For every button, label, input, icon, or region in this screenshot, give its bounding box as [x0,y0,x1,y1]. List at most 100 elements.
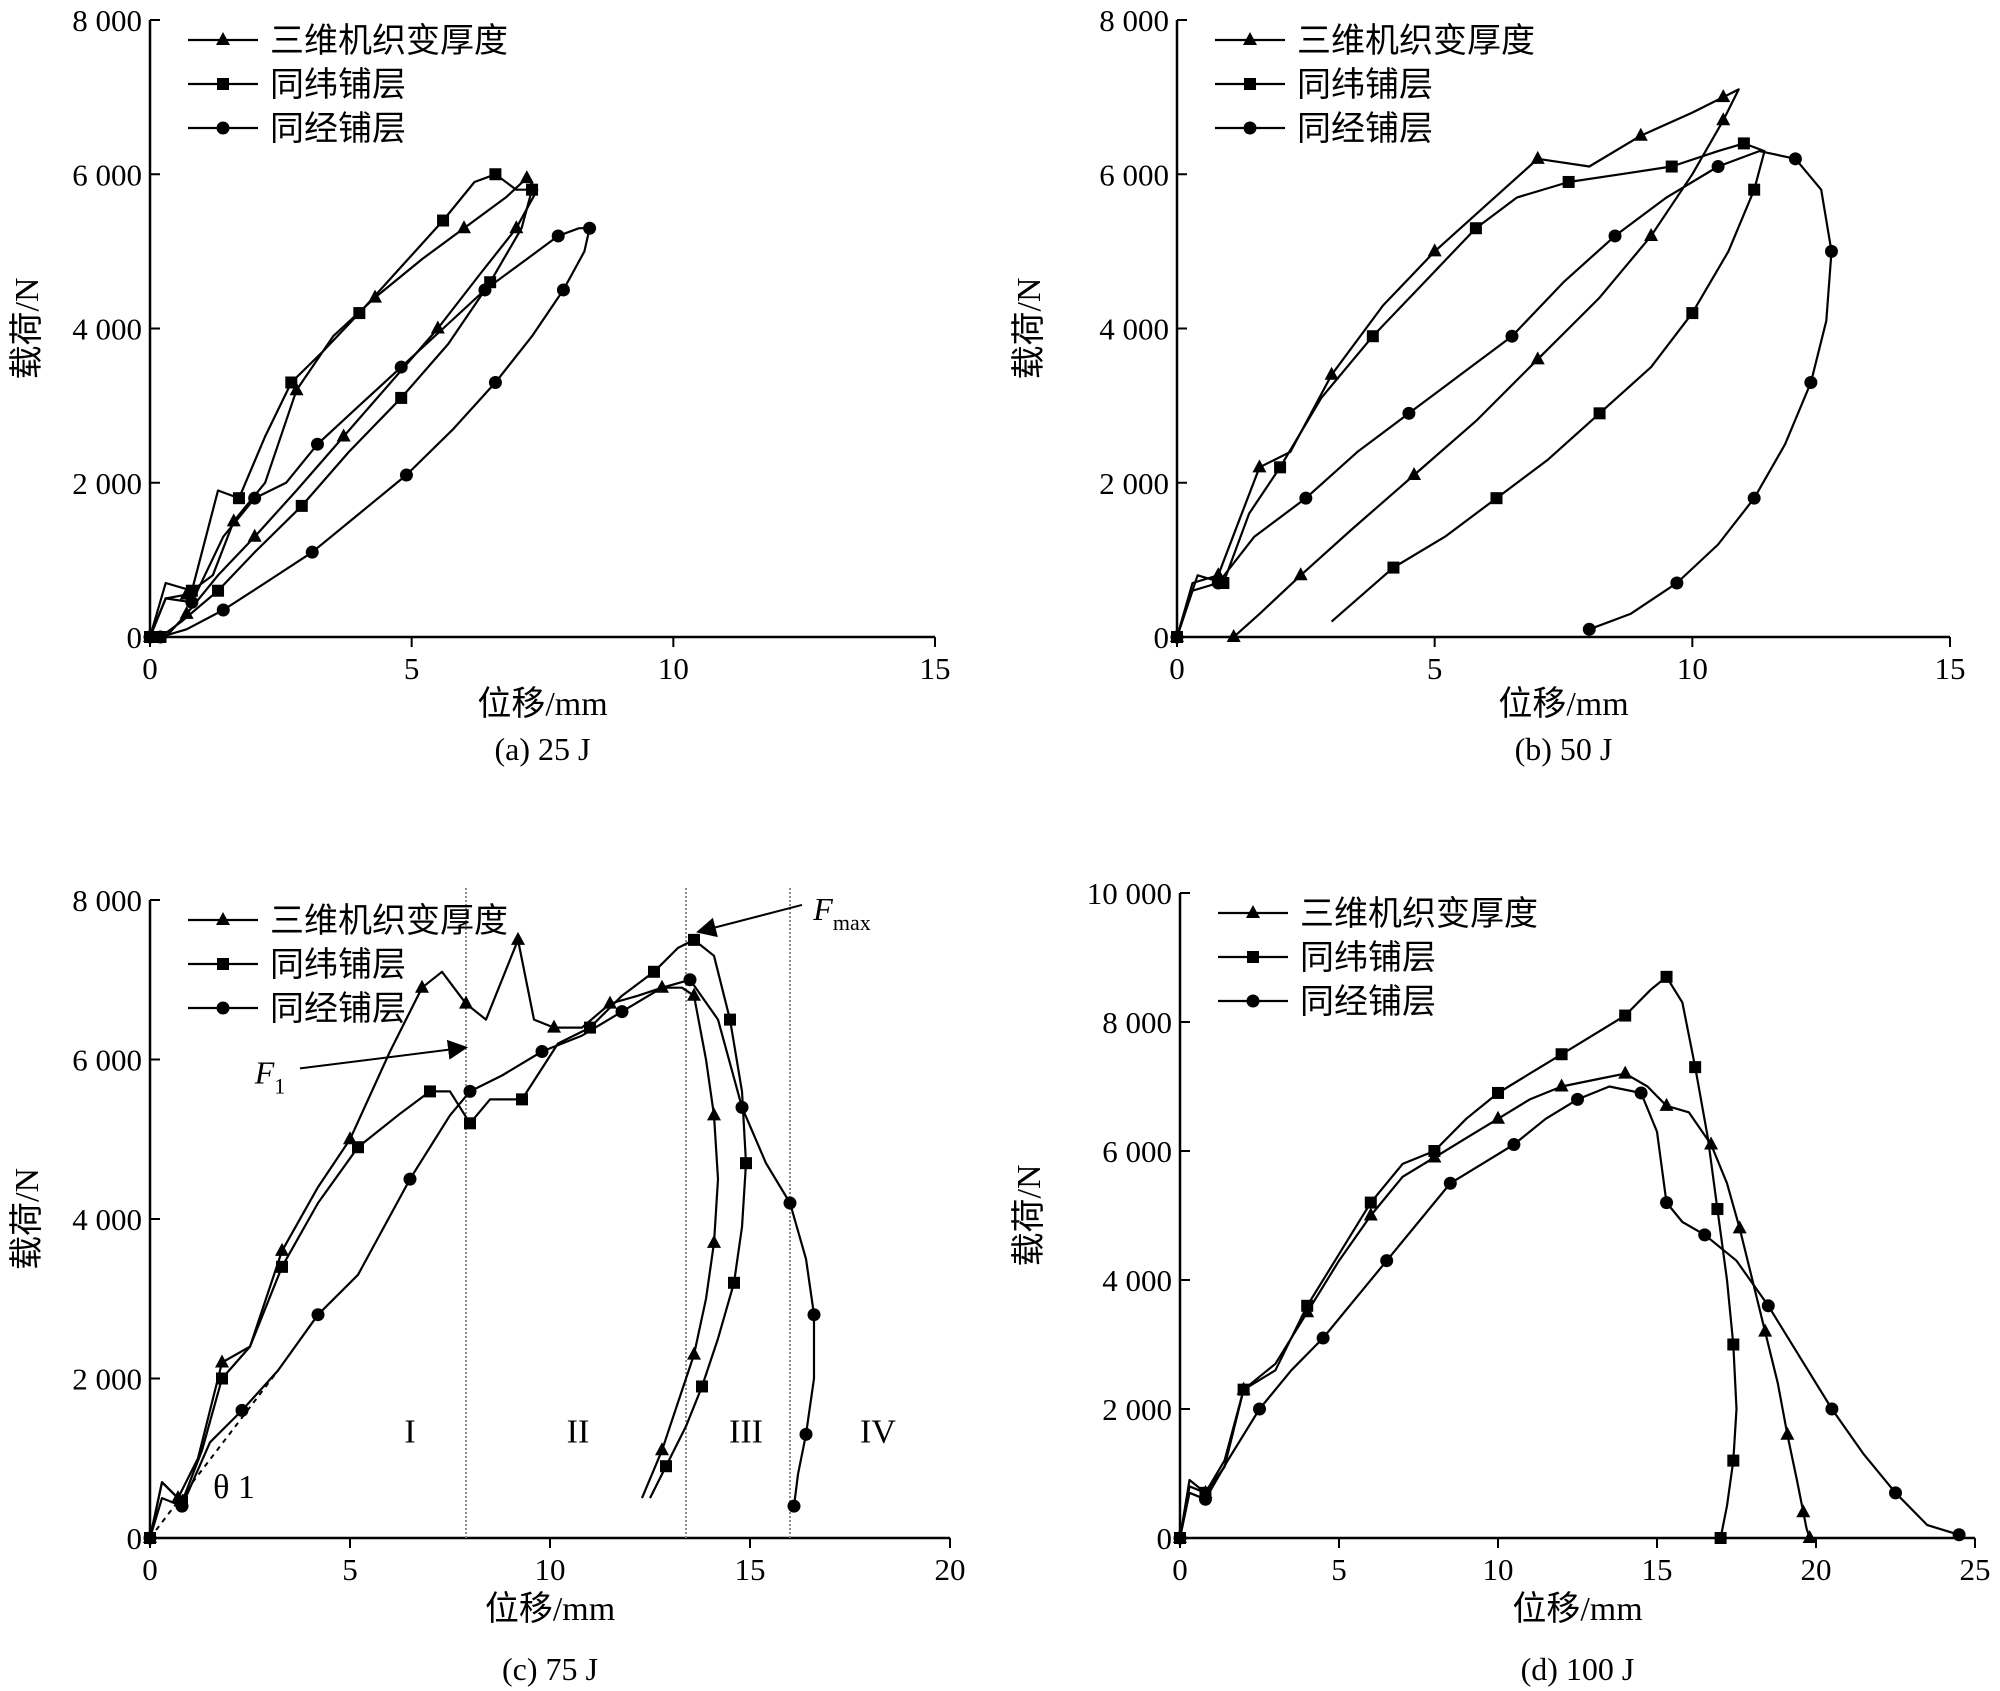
data-point-triangle [275,1242,289,1256]
legend-marker-triangle [1246,905,1260,918]
data-point-square [648,965,660,978]
data-point-circle [1889,1486,1902,1500]
data-point-circle [807,1308,821,1322]
legend-label: 三维机织变厚度 [1300,895,1538,933]
data-point-triangle [1363,1207,1378,1221]
panel-a: 0 5 10 15 0 2 000 4 000 6 000 8 000 位移/mm 载荷/N (a) … [8,3,951,767]
y-tick-label: 8 000 [72,883,142,918]
data-point-triangle [1252,459,1267,473]
data-point-square [1428,1145,1441,1157]
stage-label: II [567,1413,590,1450]
data-point-circle [463,1084,477,1098]
panel-b: 0 5 10 15 0 2 000 4 000 6 000 8 000 位移/mm 载荷/N (b) … [1010,3,1966,767]
legend-label: 同纬铺层 [1300,939,1436,977]
data-point-triangle [511,931,525,945]
y-tick-label: 4 000 [72,1202,142,1237]
x-tick-label: 0 [142,651,158,686]
data-point-triangle [459,995,473,1009]
data-point-circle [1443,1176,1457,1190]
data-point-square [584,1021,596,1034]
y-tick-label: 0 [127,1521,143,1556]
panel-caption: (a) 25 J [495,731,591,767]
data-point-square [728,1276,740,1289]
x-tick-label: 0 [1169,651,1185,686]
data-point-circle [1571,1092,1584,1106]
data-point-square [1727,1454,1740,1467]
data-point-triangle [547,1019,561,1033]
data-point-circle [683,973,697,987]
data-point-square [1665,160,1678,173]
legend-label: 三维机织变厚度 [270,22,508,60]
legend-marker-square [1247,951,1259,963]
y-tick-label: 0 [127,620,143,655]
data-point-circle [556,283,570,297]
data-point-circle [1670,576,1684,590]
data-point-circle [399,468,413,482]
data-point-triangle [1618,1065,1633,1079]
data-point-square [1301,1299,1314,1312]
y-axis-title: 载荷/N [8,1168,46,1270]
y-tick-label: 2 000 [1099,466,1169,501]
data-point-triangle [1530,351,1545,365]
series-line [1175,88,1740,638]
data-point-circle [1660,1196,1674,1210]
data-point-square [232,492,245,505]
data-point-circle [1380,1254,1394,1268]
data-point-circle [248,491,262,505]
data-point-triangle [343,1131,357,1145]
x-tick-label: 5 [404,651,420,686]
x-tick-label: 5 [1331,1552,1347,1587]
series-circle [1173,1085,1966,1545]
annotation-label: F1 [254,1054,286,1098]
y-tick-label: 8 000 [72,3,142,38]
data-point-triangle [687,1346,701,1360]
data-point-square [1364,1196,1377,1209]
data-point-square [740,1157,752,1170]
data-point-circle [235,1403,249,1417]
data-point-triangle [1716,89,1731,103]
data-point-circle [1608,229,1622,243]
legend-label: 三维机织变厚度 [270,902,508,940]
series-square [1171,137,1766,643]
series-triangle [143,170,539,642]
data-point-circle [583,221,597,235]
legend-marker-triangle [1243,32,1257,45]
y-axis-title: 载荷/N [8,278,46,380]
y-tick-label: 4 000 [72,312,142,347]
x-tick-label: 15 [1642,1552,1673,1587]
data-point-triangle [1633,127,1648,141]
x-tick-label: 5 [1427,651,1443,686]
data-point-triangle [1716,112,1731,126]
panel-caption: (c) 75 J [502,1651,598,1687]
legend-marker-square [217,78,229,90]
legend-label: 同经铺层 [270,110,406,148]
data-point-circle [1173,1531,1187,1545]
x-axis-title: 位移/mm [485,1590,615,1628]
data-point-circle [310,437,324,451]
data-point-square [1686,307,1699,320]
series-circle [1170,150,1838,644]
annotation-subscript: 1 [274,1073,285,1098]
data-point-circle [488,375,502,389]
legend-marker-square [1244,78,1256,90]
data-point-circle [153,630,167,644]
y-tick-label: 0 [1157,1521,1173,1556]
data-point-square [276,1260,288,1273]
series-square [1174,970,1740,1544]
series-triangle [143,931,721,1543]
y-tick-label: 6 000 [1099,157,1169,192]
data-point-triangle [1293,567,1308,581]
x-tick-label: 10 [1677,651,1708,686]
data-point-triangle [247,528,262,542]
data-point-circle [799,1427,813,1441]
data-point-circle [787,1499,801,1513]
data-point-triangle [1802,1530,1817,1543]
legend-label: 同经铺层 [1297,110,1433,148]
data-point-circle [143,1531,157,1545]
data-point-triangle [1796,1504,1811,1518]
legend-label: 同纬铺层 [270,946,406,984]
data-point-triangle [1644,227,1659,241]
data-point-circle [615,1005,629,1019]
legend-label: 三维机织变厚度 [1297,22,1535,60]
